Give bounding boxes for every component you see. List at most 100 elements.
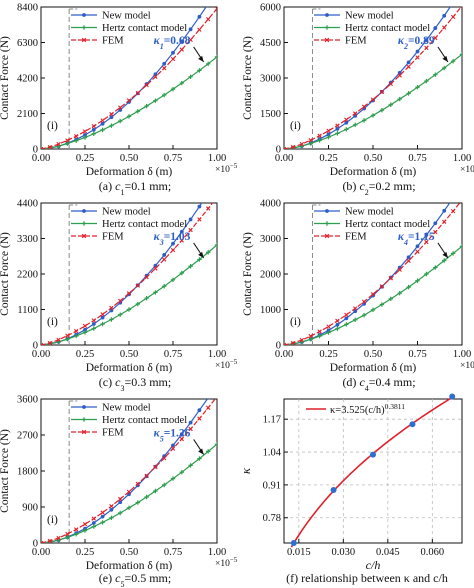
data-point xyxy=(442,208,447,213)
data-point xyxy=(370,451,376,458)
data-point xyxy=(170,446,176,451)
data-point xyxy=(388,81,393,87)
data-point xyxy=(109,504,114,509)
data-point xyxy=(47,144,52,149)
data-point xyxy=(379,89,385,95)
legend-marker xyxy=(82,13,86,17)
data-point xyxy=(442,65,447,71)
x-tick-label: 0.75 xyxy=(164,547,182,558)
kappa-arrowhead xyxy=(198,55,204,62)
data-point xyxy=(135,109,140,114)
legend-label: FEM xyxy=(345,232,367,243)
legend-label: New model xyxy=(102,207,151,218)
data-point xyxy=(162,284,167,289)
data-point xyxy=(433,221,438,226)
data-point xyxy=(83,327,87,332)
y-tick-label: 1.04 xyxy=(263,448,282,459)
y-axis-label: Contact Force (N) xyxy=(0,232,11,316)
data-point xyxy=(197,14,202,19)
data-point xyxy=(82,135,88,140)
data-point xyxy=(450,208,456,214)
y-tick-label: 0 xyxy=(33,539,38,550)
x-tick-label: 0.50 xyxy=(364,153,382,164)
data-point xyxy=(442,25,447,30)
x-tick-label: 1.00 xyxy=(208,153,226,164)
data-point xyxy=(188,27,193,32)
data-point xyxy=(41,342,44,345)
data-point xyxy=(162,456,167,461)
region-label: (i) xyxy=(47,120,58,132)
data-point xyxy=(335,126,340,131)
data-point xyxy=(424,271,429,277)
legend-label: New model xyxy=(345,11,394,22)
data-point xyxy=(308,337,313,342)
data-point xyxy=(100,121,105,126)
data-point xyxy=(459,244,462,249)
data-point xyxy=(290,340,296,345)
kappa-annotation: κ3=1.03 xyxy=(154,231,191,247)
data-point xyxy=(433,265,438,270)
legend-label: κ=3.525(c/h)0.3811 xyxy=(330,402,405,417)
x-axis-label: Deformation δ (m) xyxy=(86,362,173,374)
data-point xyxy=(317,133,322,138)
data-point xyxy=(118,500,123,505)
data-point xyxy=(361,299,367,304)
data-point xyxy=(317,333,322,339)
data-point xyxy=(317,138,322,143)
data-point xyxy=(370,97,376,102)
data-point xyxy=(344,127,349,132)
data-point xyxy=(118,510,123,516)
data-point xyxy=(144,473,149,478)
data-point xyxy=(65,336,70,342)
data-point xyxy=(171,241,175,246)
data-point xyxy=(179,270,184,276)
data-point xyxy=(206,16,211,22)
y-tick-label: 2200 xyxy=(17,270,38,281)
data-point xyxy=(82,323,88,329)
y-tick-label: 1500 xyxy=(260,109,281,120)
data-point xyxy=(170,247,176,253)
data-point xyxy=(65,535,70,540)
data-point xyxy=(326,134,331,140)
data-point xyxy=(353,317,358,322)
data-point xyxy=(409,421,416,428)
data-point xyxy=(326,324,331,329)
data-point xyxy=(74,138,79,143)
data-point xyxy=(100,127,105,133)
y-tick-label: 0.91 xyxy=(263,480,281,491)
data-point xyxy=(197,416,202,421)
data-point xyxy=(109,515,114,520)
y-axis-label: Contact Force (N) xyxy=(242,232,254,316)
kappa-annotation: κ2=0.89 xyxy=(398,35,435,51)
x-tick-label: 0.00 xyxy=(32,547,50,558)
data-point xyxy=(379,302,385,307)
data-point xyxy=(344,117,349,122)
data-point xyxy=(335,322,340,327)
series-2 xyxy=(284,203,461,345)
x-multiplier: ×10−5 xyxy=(215,556,238,569)
data-point xyxy=(135,90,140,96)
x-tick-label: 0.75 xyxy=(164,153,182,164)
y-tick-label: 4400 xyxy=(17,199,38,210)
data-point xyxy=(118,118,123,124)
data-point xyxy=(214,442,217,447)
series-1 xyxy=(284,244,462,345)
data-point xyxy=(179,436,184,442)
y-tick-label: 0 xyxy=(33,145,38,156)
data-point xyxy=(109,317,114,322)
data-point xyxy=(284,342,287,345)
data-point xyxy=(162,66,167,71)
region-label: (i) xyxy=(47,316,58,328)
data-point xyxy=(82,522,88,527)
data-point xyxy=(171,443,175,448)
data-point xyxy=(74,532,79,537)
data-point xyxy=(197,217,202,222)
kappa-arrowhead xyxy=(442,55,448,62)
data-point xyxy=(100,321,105,327)
data-point xyxy=(162,257,167,262)
data-point xyxy=(406,60,411,65)
data-point xyxy=(353,306,358,311)
x-tick-label: 0.75 xyxy=(408,153,426,164)
data-point xyxy=(460,183,464,187)
data-point xyxy=(442,258,447,263)
